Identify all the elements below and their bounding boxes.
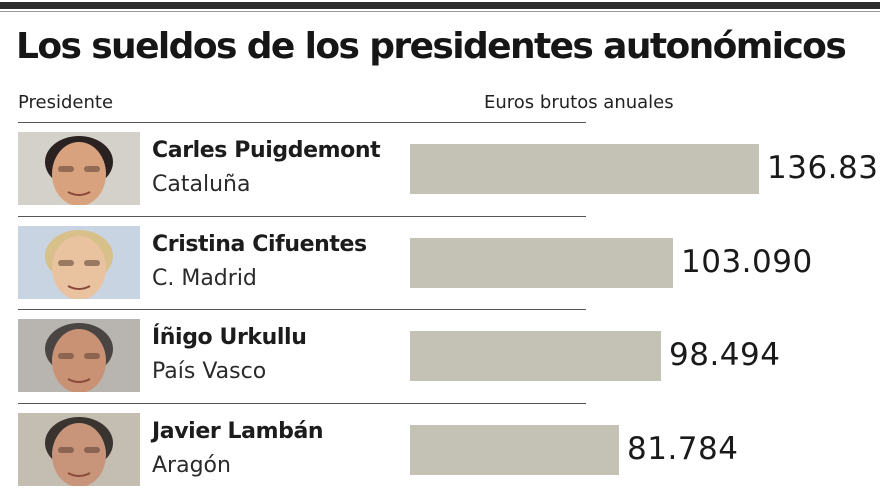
salary-value-label: 81.784 (627, 430, 739, 467)
row-divider (18, 309, 586, 310)
top-rule-thin (0, 11, 880, 12)
president-name: Carles Puigdemont (152, 138, 381, 163)
portrait-photo-icon (18, 412, 140, 486)
president-name: Javier Lambán (152, 418, 324, 444)
row-divider (18, 122, 586, 123)
row-divider (18, 402, 586, 404)
salary-value-label: 103.090 (681, 243, 813, 280)
top-rule (0, 0, 880, 14)
salary-bar (410, 237, 673, 288)
president-region: C. Madrid (152, 265, 257, 291)
portrait-photo-icon (18, 225, 140, 299)
column-header-president: Presidente (18, 92, 114, 113)
portrait-photo-icon (18, 132, 140, 205)
salary-value-label: 136.834 (767, 150, 880, 186)
row-divider (18, 215, 586, 217)
column-header-value: Euros brutos anuales (484, 92, 674, 113)
president-region: País Vasco (152, 359, 267, 384)
salary-value-label: 98.494 (669, 337, 781, 373)
salary-bar (410, 424, 619, 475)
president-region: Cataluña (152, 172, 251, 197)
president-name: Cristina Cifuentes (152, 231, 367, 257)
president-region: Aragón (152, 452, 231, 478)
salary-bar (410, 144, 759, 194)
salary-bar (410, 331, 661, 381)
president-name: Íñigo Urkullu (152, 325, 307, 350)
top-rule-thick (0, 2, 880, 9)
chart-title: Los sueldos de los presidentes autonómic… (16, 26, 847, 67)
portrait-photo-icon (18, 319, 140, 392)
